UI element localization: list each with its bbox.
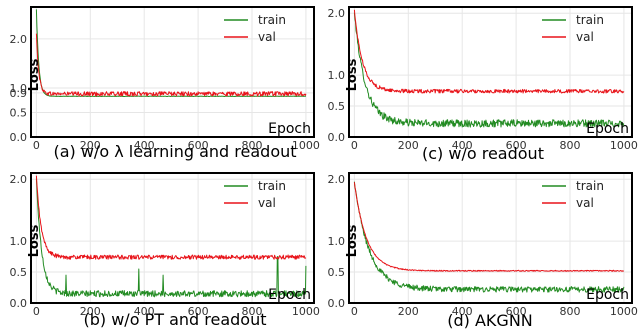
legend-label-train: train	[576, 13, 604, 27]
x-tick-label: 200	[398, 305, 419, 318]
chart-caption: (d) AKGNN	[447, 311, 533, 330]
y-axis-label: Loss	[27, 58, 42, 91]
series-line-val	[35, 175, 307, 260]
y-tick-label: 0.5	[328, 100, 346, 113]
y-tick-label: 0.5	[10, 266, 28, 279]
y-tick-label: 2.0	[328, 7, 346, 20]
chart-panel-1: 0 200 400 600 800 1000 0.0 0.5 0.91.0 2.0 Loss Epoc…	[10, 6, 320, 161]
legend-label-train: train	[576, 179, 604, 193]
chart-panel-3: 0 200 400 600 800 1000 0.0 0.5 1.0 2.0 Loss Epoch tr…	[10, 172, 320, 329]
x-tick-label: 200	[398, 139, 419, 152]
plot-frame	[30, 172, 315, 304]
legend-label-train: train	[258, 13, 286, 27]
y-axis-label: Loss	[345, 58, 360, 91]
x-tick-label: 0	[351, 305, 358, 318]
y-tick-label: 0.0	[10, 297, 28, 310]
plot-area	[31, 173, 314, 303]
series-line-train	[35, 178, 307, 298]
x-tick-label: 1000	[610, 305, 638, 318]
y-tick-label: 0.9	[10, 87, 28, 100]
x-tick-label: 0	[33, 305, 40, 318]
chart-panel-4: 0 200 400 600 800 1000 0.0 0.5 1.0 2.0 Loss Epoch tr…	[328, 172, 638, 330]
chart-caption: (a) w/o λ learning and readout	[53, 142, 296, 161]
series-line-val	[353, 9, 625, 94]
x-axis-label: Epoch	[586, 121, 629, 137]
chart-caption: (b) w/o PT and readout	[83, 310, 266, 329]
y-tick-label: 2.0	[10, 173, 28, 186]
x-tick-label: 1000	[292, 305, 320, 318]
x-tick-label: 1000	[292, 139, 320, 152]
y-tick-label: 2.0	[328, 173, 346, 186]
x-tick-label: 400	[452, 139, 473, 152]
x-tick-label: 800	[242, 305, 263, 318]
plot-area	[349, 173, 632, 303]
series-line-train	[353, 181, 625, 293]
y-tick-label: 1.0	[328, 69, 346, 82]
chart-caption: (c) w/o readout	[422, 144, 544, 163]
x-tick-label: 400	[134, 305, 155, 318]
x-tick-label: 600	[188, 139, 209, 152]
legend-label-train: train	[258, 179, 286, 193]
legend-label-val: val	[576, 30, 594, 44]
series-line-train	[353, 12, 625, 128]
x-tick-label: 600	[188, 305, 209, 318]
chart-panel-2: 0 200 400 600 800 1000 0.0 0.5 1.0 2.0 Loss Epoch tr…	[328, 6, 638, 163]
x-tick-label: 600	[506, 305, 527, 318]
x-tick-label: 200	[80, 139, 101, 152]
x-axis-label: Epoch	[586, 287, 629, 303]
x-tick-label: 400	[452, 305, 473, 318]
y-tick-label: 0.5	[10, 106, 28, 119]
y-tick-label: 0.0	[328, 297, 346, 310]
y-tick-label: 1.0	[328, 235, 346, 248]
y-tick-label: 1.0	[10, 82, 28, 95]
y-tick-label: 0.0	[10, 131, 28, 144]
x-tick-label: 800	[560, 139, 581, 152]
x-axis-label: Epoch	[268, 287, 311, 303]
x-tick-label: 400	[134, 139, 155, 152]
y-axis-label: Loss	[345, 224, 360, 257]
plot-frame	[348, 172, 633, 304]
y-tick-label: 0.5	[328, 266, 346, 279]
x-tick-label: 1000	[610, 139, 638, 152]
x-tick-label: 800	[560, 305, 581, 318]
x-tick-label: 0	[351, 139, 358, 152]
plot-area	[31, 7, 314, 137]
plot-frame	[348, 6, 633, 138]
plot-area	[349, 7, 632, 137]
series-line-val	[35, 33, 307, 97]
x-tick-label: 200	[80, 305, 101, 318]
x-tick-label: 600	[506, 139, 527, 152]
y-tick-label: 0.0	[328, 131, 346, 144]
plot-frame	[30, 6, 315, 138]
y-axis-label: Loss	[27, 224, 42, 257]
legend-label-val: val	[576, 196, 594, 210]
x-axis-label: Epoch	[268, 121, 311, 137]
y-tick-label: 2.0	[10, 33, 28, 46]
y-tick-label: 1.0	[10, 235, 28, 248]
x-tick-label: 0	[33, 139, 40, 152]
series-line-val	[353, 182, 624, 272]
x-tick-label: 800	[242, 139, 263, 152]
legend-label-val: val	[258, 196, 276, 210]
legend-label-val: val	[258, 30, 276, 44]
